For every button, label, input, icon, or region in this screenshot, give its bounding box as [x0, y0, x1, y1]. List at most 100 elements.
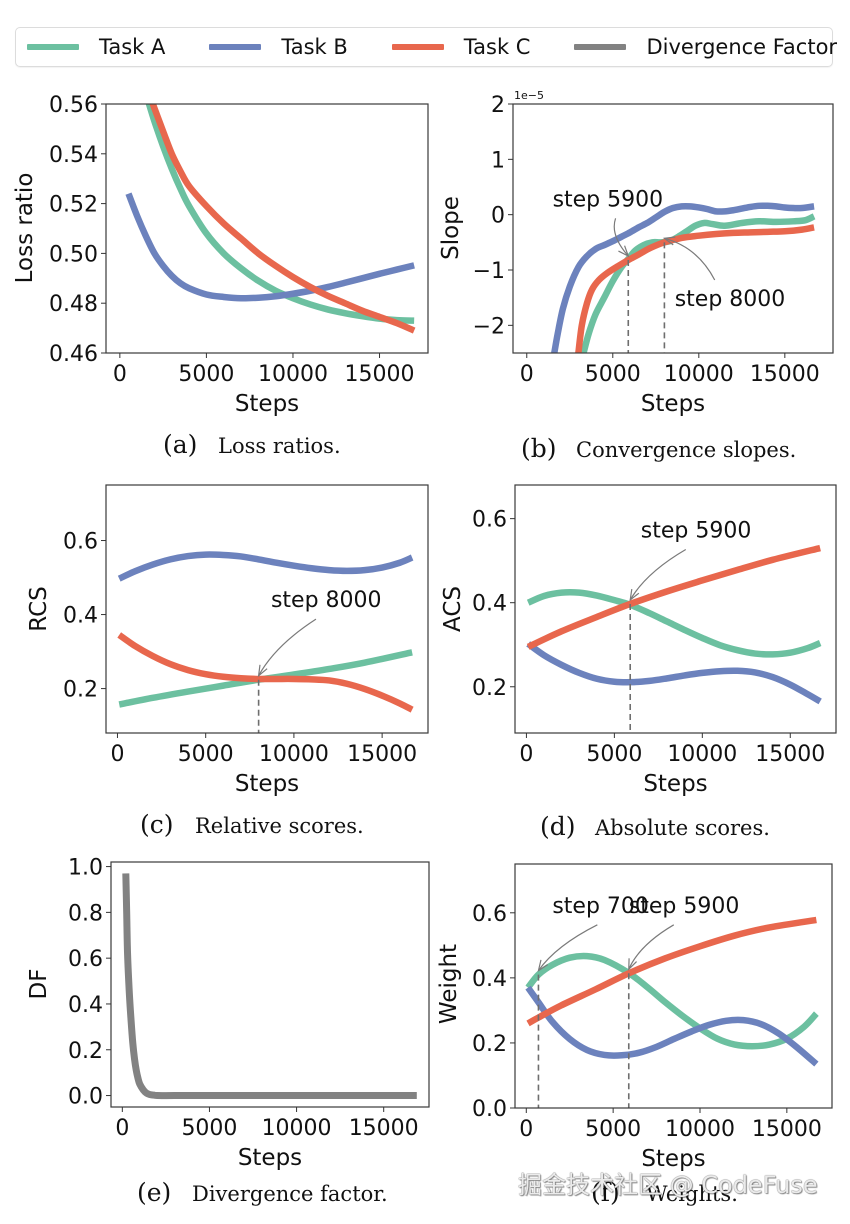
x-tick-label: 15000: [750, 362, 820, 387]
y-tick-label: −1: [473, 259, 505, 284]
x-tick-label: 10000: [667, 742, 737, 767]
series-line-task-b: [117, 551, 414, 582]
plot-frame: [514, 863, 833, 1109]
y-axis-label: Weight: [436, 944, 462, 1024]
annotation-arrow: [664, 237, 716, 281]
annotation-arrow: [629, 549, 687, 601]
series-group: [122, 873, 417, 1100]
y-tick-label: 0.4: [472, 967, 507, 992]
annotation-text: step 8000: [675, 287, 786, 312]
series-line-task-a: [526, 588, 822, 658]
series-line-task-c: [149, 104, 416, 334]
series-line-task-c: [526, 544, 821, 650]
x-tick-label: 0: [110, 742, 124, 767]
caption-text: Convergence slopes.: [576, 438, 796, 462]
y-tick-label: 0.6: [63, 530, 98, 555]
series-line-task-c: [117, 632, 414, 713]
caption-text: Absolute scores.: [594, 816, 770, 840]
y-tick-label: 0.46: [49, 342, 98, 367]
chart-panel-a: 0 5000 10000 15000 0.46 0.48 0.50 0.52 0.54 0.56 S…: [12, 93, 429, 459]
x-tick-label: 5000: [178, 742, 234, 767]
legend: Task A Task B Task C Divergence Factor: [15, 27, 837, 67]
y-tick-label: 0.6: [472, 508, 507, 533]
x-tick-label: 15000: [345, 362, 415, 387]
annotation-arrowhead: [662, 236, 676, 246]
series-line-task-a: [145, 104, 415, 324]
y-axis-label: ACS: [440, 586, 466, 632]
y-tick-label: 0.8: [68, 901, 103, 926]
chart-panel-c: step 8000 0 5000 10000 15000 0.2 0.4 0.6 Steps RC…: [26, 484, 429, 839]
annotation-arrowhead: [618, 245, 630, 258]
series-group: [117, 551, 414, 713]
y-axis-label: Slope: [438, 196, 464, 260]
annotation-arrow: [537, 924, 598, 971]
series-line-task-b: [525, 985, 819, 1067]
legend-item: Divergence Factor: [574, 35, 837, 59]
plot-frame: [105, 484, 429, 734]
caption-text: Loss ratios.: [218, 434, 341, 458]
y-tick-label: 0.0: [472, 1097, 507, 1122]
plot-frame: [512, 103, 834, 354]
legend-label: Task B: [281, 35, 348, 59]
x-axis-label: Steps: [643, 771, 707, 797]
watermark: 掘金技术社区 @ CodeFuse: [518, 1171, 818, 1199]
x-axis-label: Steps: [641, 1146, 705, 1172]
caption-letter: (d): [540, 812, 576, 841]
caption-letter: (c): [140, 810, 174, 839]
annotation-text: step 700: [552, 894, 649, 919]
x-tick-label: 5000: [586, 742, 642, 767]
y-tick-label: 1: [491, 148, 505, 173]
series-group: [526, 544, 822, 705]
y-tick-label: 0.54: [49, 143, 98, 168]
x-tick-label: 5000: [585, 362, 641, 387]
x-axis-label: Steps: [641, 391, 705, 417]
legend-item: Task C: [391, 35, 530, 59]
y-tick-label: 0.2: [63, 678, 98, 703]
legend-swatch: [391, 44, 444, 50]
legend-swatch: [27, 44, 79, 50]
x-tick-label: 10000: [258, 362, 328, 387]
y-tick-label: 0.4: [68, 993, 103, 1018]
series-group: [125, 104, 416, 334]
series-line-task-b: [125, 192, 415, 302]
annotation-arrow: [258, 618, 317, 676]
caption-text: Weights.: [646, 1182, 738, 1206]
y-axis-label: DF: [26, 969, 52, 1000]
x-tick-label: 0: [115, 1116, 129, 1141]
series-line-task-a: [525, 952, 819, 1050]
legend-item: Task A: [27, 35, 165, 59]
series-group: [525, 916, 819, 1067]
y-tick-label: 0.50: [49, 242, 98, 267]
legend-swatch: [209, 44, 262, 50]
y-axis-label: Loss ratio: [12, 173, 38, 284]
caption-letter: (e): [137, 1178, 171, 1207]
annotation-text: step 8000: [271, 588, 382, 613]
plot-frame: [105, 103, 429, 354]
annotation-text: step 5900: [629, 894, 740, 919]
x-tick-label: 5000: [585, 1117, 641, 1142]
x-tick-label: 10000: [259, 742, 329, 767]
chart-panel-b: step 5900 step 8000 0 5000 10000 15000 −2 −1 0 1 2…: [438, 89, 834, 463]
annotation-text: step 5900: [553, 187, 664, 212]
annotation-arrow: [628, 924, 675, 970]
y-tick-label: −2: [473, 314, 505, 339]
x-tick-label: 0: [519, 742, 533, 767]
y-tick-label: 2: [491, 93, 505, 118]
y-tick-label: 1.0: [68, 856, 103, 881]
annotation-arrowhead: [628, 958, 637, 971]
caption-letter: (f): [591, 1178, 620, 1207]
annotation-text: step 5900: [641, 519, 752, 544]
caption-letter: (a): [163, 430, 197, 459]
legend-swatch: [574, 44, 627, 50]
x-tick-label: 15000: [755, 742, 825, 767]
y-tick-label: 0.0: [68, 1085, 103, 1110]
annotation-arrowhead: [537, 959, 548, 972]
y-offset-text: 1e−5: [514, 89, 544, 102]
annotation-arrowhead: [257, 664, 268, 678]
annotation-arrow: [613, 218, 629, 257]
x-tick-label: 5000: [178, 362, 234, 387]
legend-label: Task A: [99, 35, 166, 59]
legend-item: Task B: [209, 35, 348, 59]
